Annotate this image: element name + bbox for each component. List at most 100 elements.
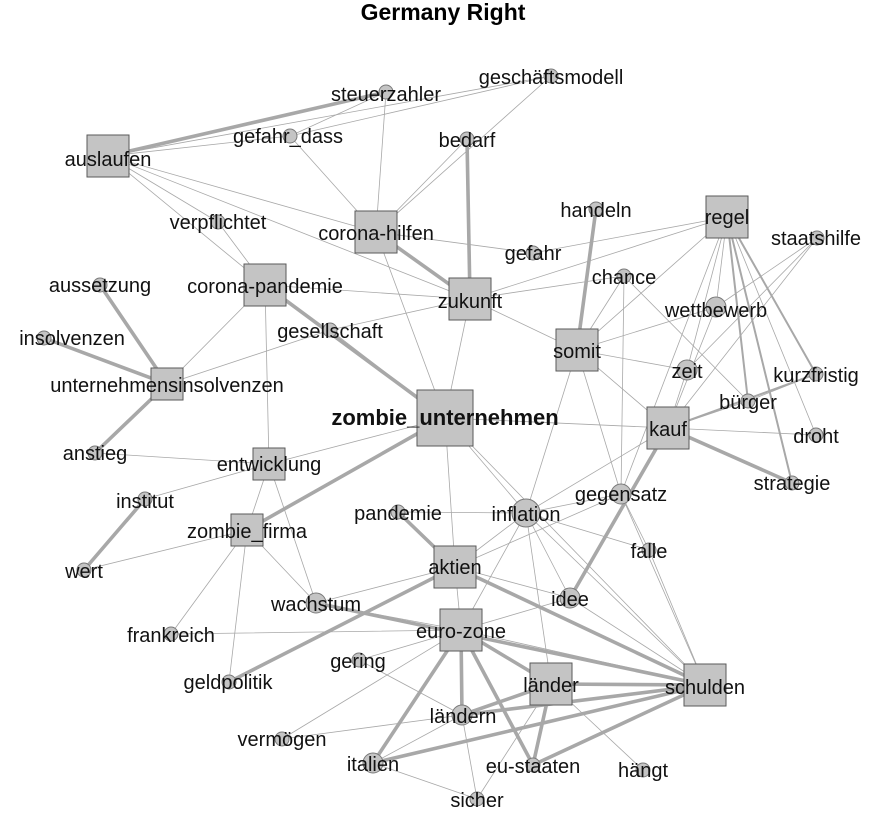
node-verpflichtet-label: verpflichtet	[170, 212, 267, 234]
node-gefahr-marker	[525, 245, 541, 261]
node-vermögen-marker	[274, 731, 290, 747]
node-gefahr-label: gefahr	[505, 243, 562, 265]
edge-corona-pandemie-zombie-unternehmen	[263, 283, 447, 420]
edge-inflation-falle	[525, 512, 650, 551]
node-geschäftsmodell-label: geschäftsmodell	[479, 67, 624, 89]
edge-entwicklung-wachstum	[268, 463, 317, 604]
node-zombie-firma-marker	[230, 513, 264, 547]
edge-ländern-italien	[372, 714, 463, 764]
node-gering-marker	[351, 652, 367, 668]
node-ländern-marker	[451, 704, 473, 726]
node-auslaufen-marker	[86, 134, 130, 178]
node-hängt-marker	[635, 762, 651, 778]
node-handeln-marker	[588, 201, 604, 217]
node-kurzfristig-marker	[808, 366, 824, 382]
edge-kurzfristig-bürger	[747, 373, 817, 402]
edge-regel-zeit	[686, 216, 728, 371]
edge-geschäftsmodell-corona-hilfen	[375, 75, 552, 233]
edge-steuerzahler-gefahr-dass	[289, 91, 387, 137]
edge-schulden-eu-staaten	[531, 683, 707, 767]
node-bürger-marker	[740, 393, 756, 409]
node-gefahr-dass-marker	[282, 128, 298, 144]
edge-ländern-vermögen	[281, 714, 463, 740]
edge-inflation-idee	[525, 512, 571, 599]
edge-schulden-falle	[648, 549, 706, 686]
node-kauf-marker	[646, 406, 690, 450]
edge-geschäftsmodell-gefahr-dass	[289, 75, 552, 137]
node-corona-pandemie-label: corona-pandemie	[187, 276, 343, 298]
edge-euro-zone-italien	[371, 628, 463, 765]
edge-gering-ländern	[358, 659, 463, 716]
node-wachstum-marker	[305, 592, 327, 614]
edge-corona-pandemie-zukunft	[264, 284, 471, 300]
edge-gegensatz-aktien	[454, 493, 622, 568]
edge-insolvenzen-unternehmensinsolvenzen	[42, 336, 169, 386]
edge-corona-hilfen-zombie-unternehmen	[375, 231, 446, 419]
node-chance-marker	[616, 268, 632, 284]
node-ländern-label: ländern	[430, 706, 497, 728]
node-euro-zone-label: euro-zone	[416, 621, 506, 643]
node-wettbewerb-marker	[705, 296, 727, 318]
edge-zukunft-chance	[469, 275, 625, 300]
node-wachstum-label: wachstum	[270, 594, 361, 616]
edge-entwicklung-institut	[144, 463, 270, 500]
edge-somit-inflation	[525, 349, 578, 514]
node-gegensatz-label: gegensatz	[575, 484, 667, 506]
node-zombie-firma-label: zombie_firma	[187, 521, 308, 543]
edge-corona-pandemie-entwicklung	[264, 284, 270, 465]
edge-regel-bürger	[726, 216, 749, 402]
node-frankreich-marker	[163, 626, 179, 642]
node-institut-marker	[137, 491, 153, 507]
node-strategie-label: strategie	[754, 473, 831, 495]
edge-pandemie-inflation	[397, 511, 527, 514]
node-italien-label: italien	[347, 754, 399, 776]
node-falle-label: falle	[631, 541, 668, 563]
node-zeit-marker	[676, 359, 698, 381]
edge-regel-somit	[576, 216, 728, 351]
node-droht-marker	[808, 427, 824, 443]
node-wettbewerb-label: wettbewerb	[664, 300, 767, 322]
node-gegensatz-marker	[610, 483, 632, 505]
node-regel-marker	[705, 195, 749, 239]
labels-layer: zombie_unternehmen auslaufen corona-hilfen…	[19, 67, 861, 812]
node-wert-label: wert	[64, 561, 103, 583]
edge-auslaufen-zukunft	[107, 155, 471, 300]
node-eu-staaten-label: eu-staaten	[486, 756, 581, 778]
node-pandemie-label: pandemie	[354, 503, 442, 525]
node-regel-label: regel	[705, 207, 749, 229]
edge-wachstum-schulden	[314, 601, 707, 687]
node-droht-label: droht	[793, 426, 839, 448]
edge-zukunft-gesellschaft	[329, 298, 471, 331]
edge-bedarf-zukunft	[465, 137, 472, 301]
edge-gegensatz-inflation	[525, 493, 622, 514]
edge-zombie-unternehmen-entwicklung	[268, 417, 446, 465]
node-strategie-marker	[784, 475, 800, 491]
node-gefahr-dass-label: gefahr_dass	[233, 126, 343, 148]
nodes-layer	[36, 68, 825, 807]
node-falle-marker	[641, 542, 657, 558]
edge-kauf-idee	[568, 426, 670, 600]
node-corona-pandemie-marker	[243, 263, 287, 307]
node-verpflichtet-marker	[210, 214, 226, 230]
node-institut-label: institut	[116, 491, 174, 513]
node-zukunft-label: zukunft	[438, 291, 503, 313]
node-geldpolitik-marker	[221, 674, 237, 690]
node-italien-marker	[362, 752, 384, 774]
edge-staatshilfe-zeit	[686, 237, 818, 371]
node-insolvenzen-marker	[36, 330, 52, 346]
node-unternehmensinsolvenzen-marker	[150, 367, 184, 401]
edge-chance-gegensatz	[620, 275, 625, 495]
edge-zukunft-regel	[469, 216, 728, 300]
node-aktien-label: aktien	[428, 557, 481, 579]
edge-schulden-ländern	[460, 683, 707, 717]
node-idee-label: idee	[551, 589, 589, 611]
edge-auslaufen-gefahr-dass	[107, 135, 291, 157]
node-anstieg-marker	[87, 445, 103, 461]
edge-inflation-schulden	[525, 512, 706, 686]
node-länder-marker	[529, 662, 573, 706]
edge-zombie-unternehmen-schulden	[444, 417, 706, 686]
node-handeln-label: handeln	[560, 200, 631, 222]
node-schulden-label: schulden	[665, 677, 745, 699]
node-bedarf-label: bedarf	[439, 130, 496, 152]
